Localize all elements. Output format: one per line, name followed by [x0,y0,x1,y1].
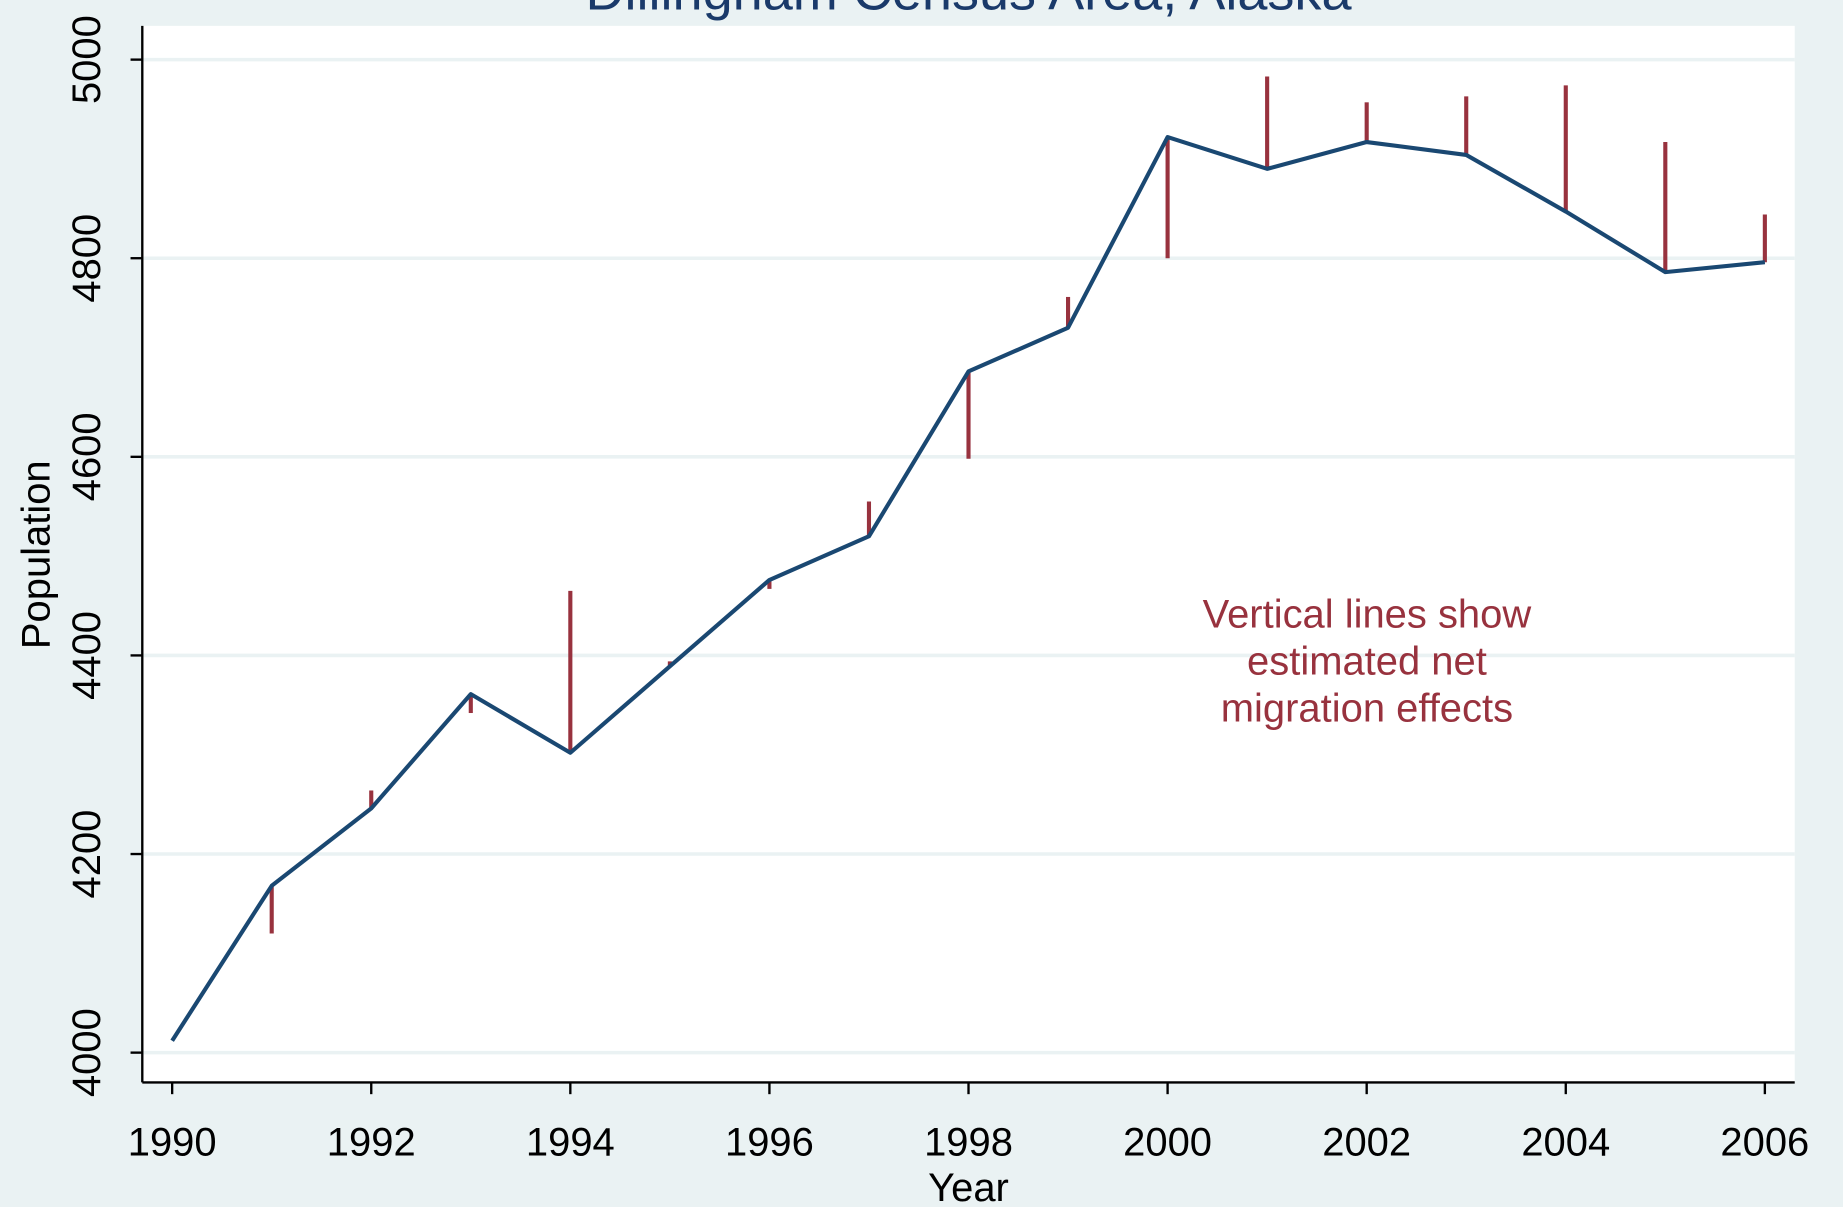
x-tick-label: 1992 [327,1120,416,1164]
y-tick-label: 4600 [65,412,109,501]
x-axis-title: Year [928,1166,1009,1207]
annotation: estimated net [1247,640,1487,684]
y-tick-label: 5000 [65,15,109,104]
x-tick-label: 2006 [1720,1120,1809,1164]
y-tick-label: 4800 [65,214,109,303]
y-tick-label: 4200 [65,810,109,899]
x-tick-label: 2004 [1521,1120,1610,1164]
y-tick-label: 4400 [65,611,109,700]
population-line [170,135,1766,1042]
chart-title: Dillingham Census Area, Alaska [585,0,1352,21]
x-tick-label: 1994 [526,1120,615,1164]
annotation: migration effects [1221,687,1513,731]
x-tick-label: 2000 [1123,1120,1212,1164]
x-tick-label: 1996 [725,1120,814,1164]
x-tick-label: 1990 [128,1120,217,1164]
plot-layer: 4000 4200 4400 4600 4800 5000 1990 1992 1994 1996… [65,15,1809,1164]
annotation: Vertical lines show [1203,593,1532,637]
y-axis-title: Population [14,460,58,649]
x-tick-label: 1998 [924,1120,1013,1164]
x-tick-label: 2002 [1322,1120,1411,1164]
plot-area [142,25,1795,1083]
y-tick-label: 4000 [65,1008,109,1097]
